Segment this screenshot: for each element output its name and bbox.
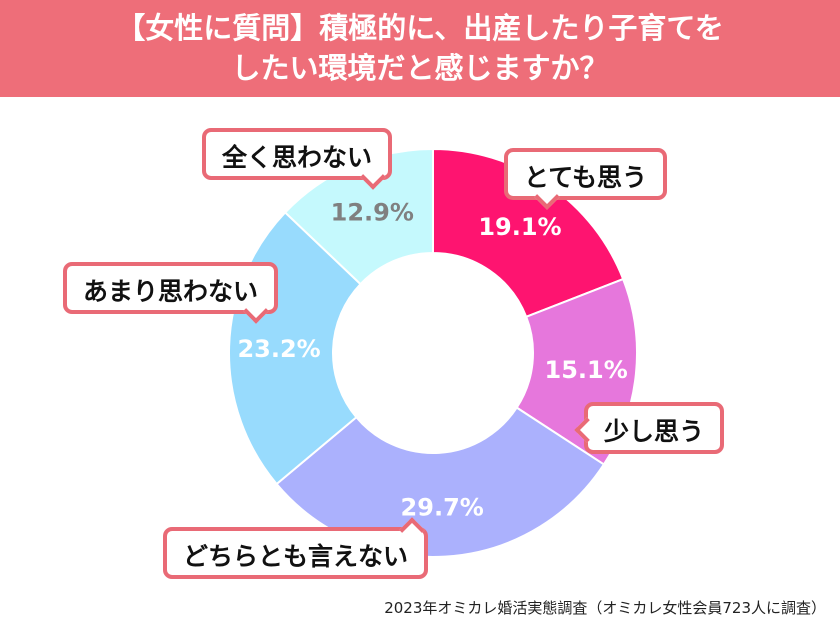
donut-slice: [283, 147, 434, 286]
data-label: 15.1%: [545, 356, 628, 384]
category-label-mattaku: 全く思わない: [202, 128, 393, 190]
category-label-totemo: とても思う: [504, 148, 668, 210]
data-label: 29.7%: [401, 494, 484, 522]
category-label-amari: あまり思わない: [63, 262, 279, 324]
data-label: 12.9%: [331, 198, 414, 226]
title-line-2: したい環境だと感じますか？: [231, 51, 609, 85]
data-label: 19.1%: [478, 213, 561, 241]
category-text: 全く思わない: [222, 143, 373, 172]
category-label-dochira: どちらとも言えない: [163, 517, 429, 579]
source-note: 2023年オミカレ婚活実態調査（オミカレ女性会員723人に調査）: [384, 599, 826, 617]
chart-title: 【女性に質問】積極的に、出産したり子育てを したい環境だと感じますか？: [0, 0, 840, 97]
category-text: あまり思わない: [83, 277, 259, 306]
category-label-sukoshi: 少し思う: [574, 402, 725, 454]
category-text: どちらとも言えない: [183, 542, 409, 571]
data-label: 23.2%: [237, 335, 320, 363]
donut-slice: [275, 406, 606, 558]
title-line-1: 【女性に質問】積極的に、出産したり子育てを: [116, 11, 724, 45]
category-text: 少し思う: [604, 417, 705, 446]
donut-slice: [432, 147, 625, 319]
